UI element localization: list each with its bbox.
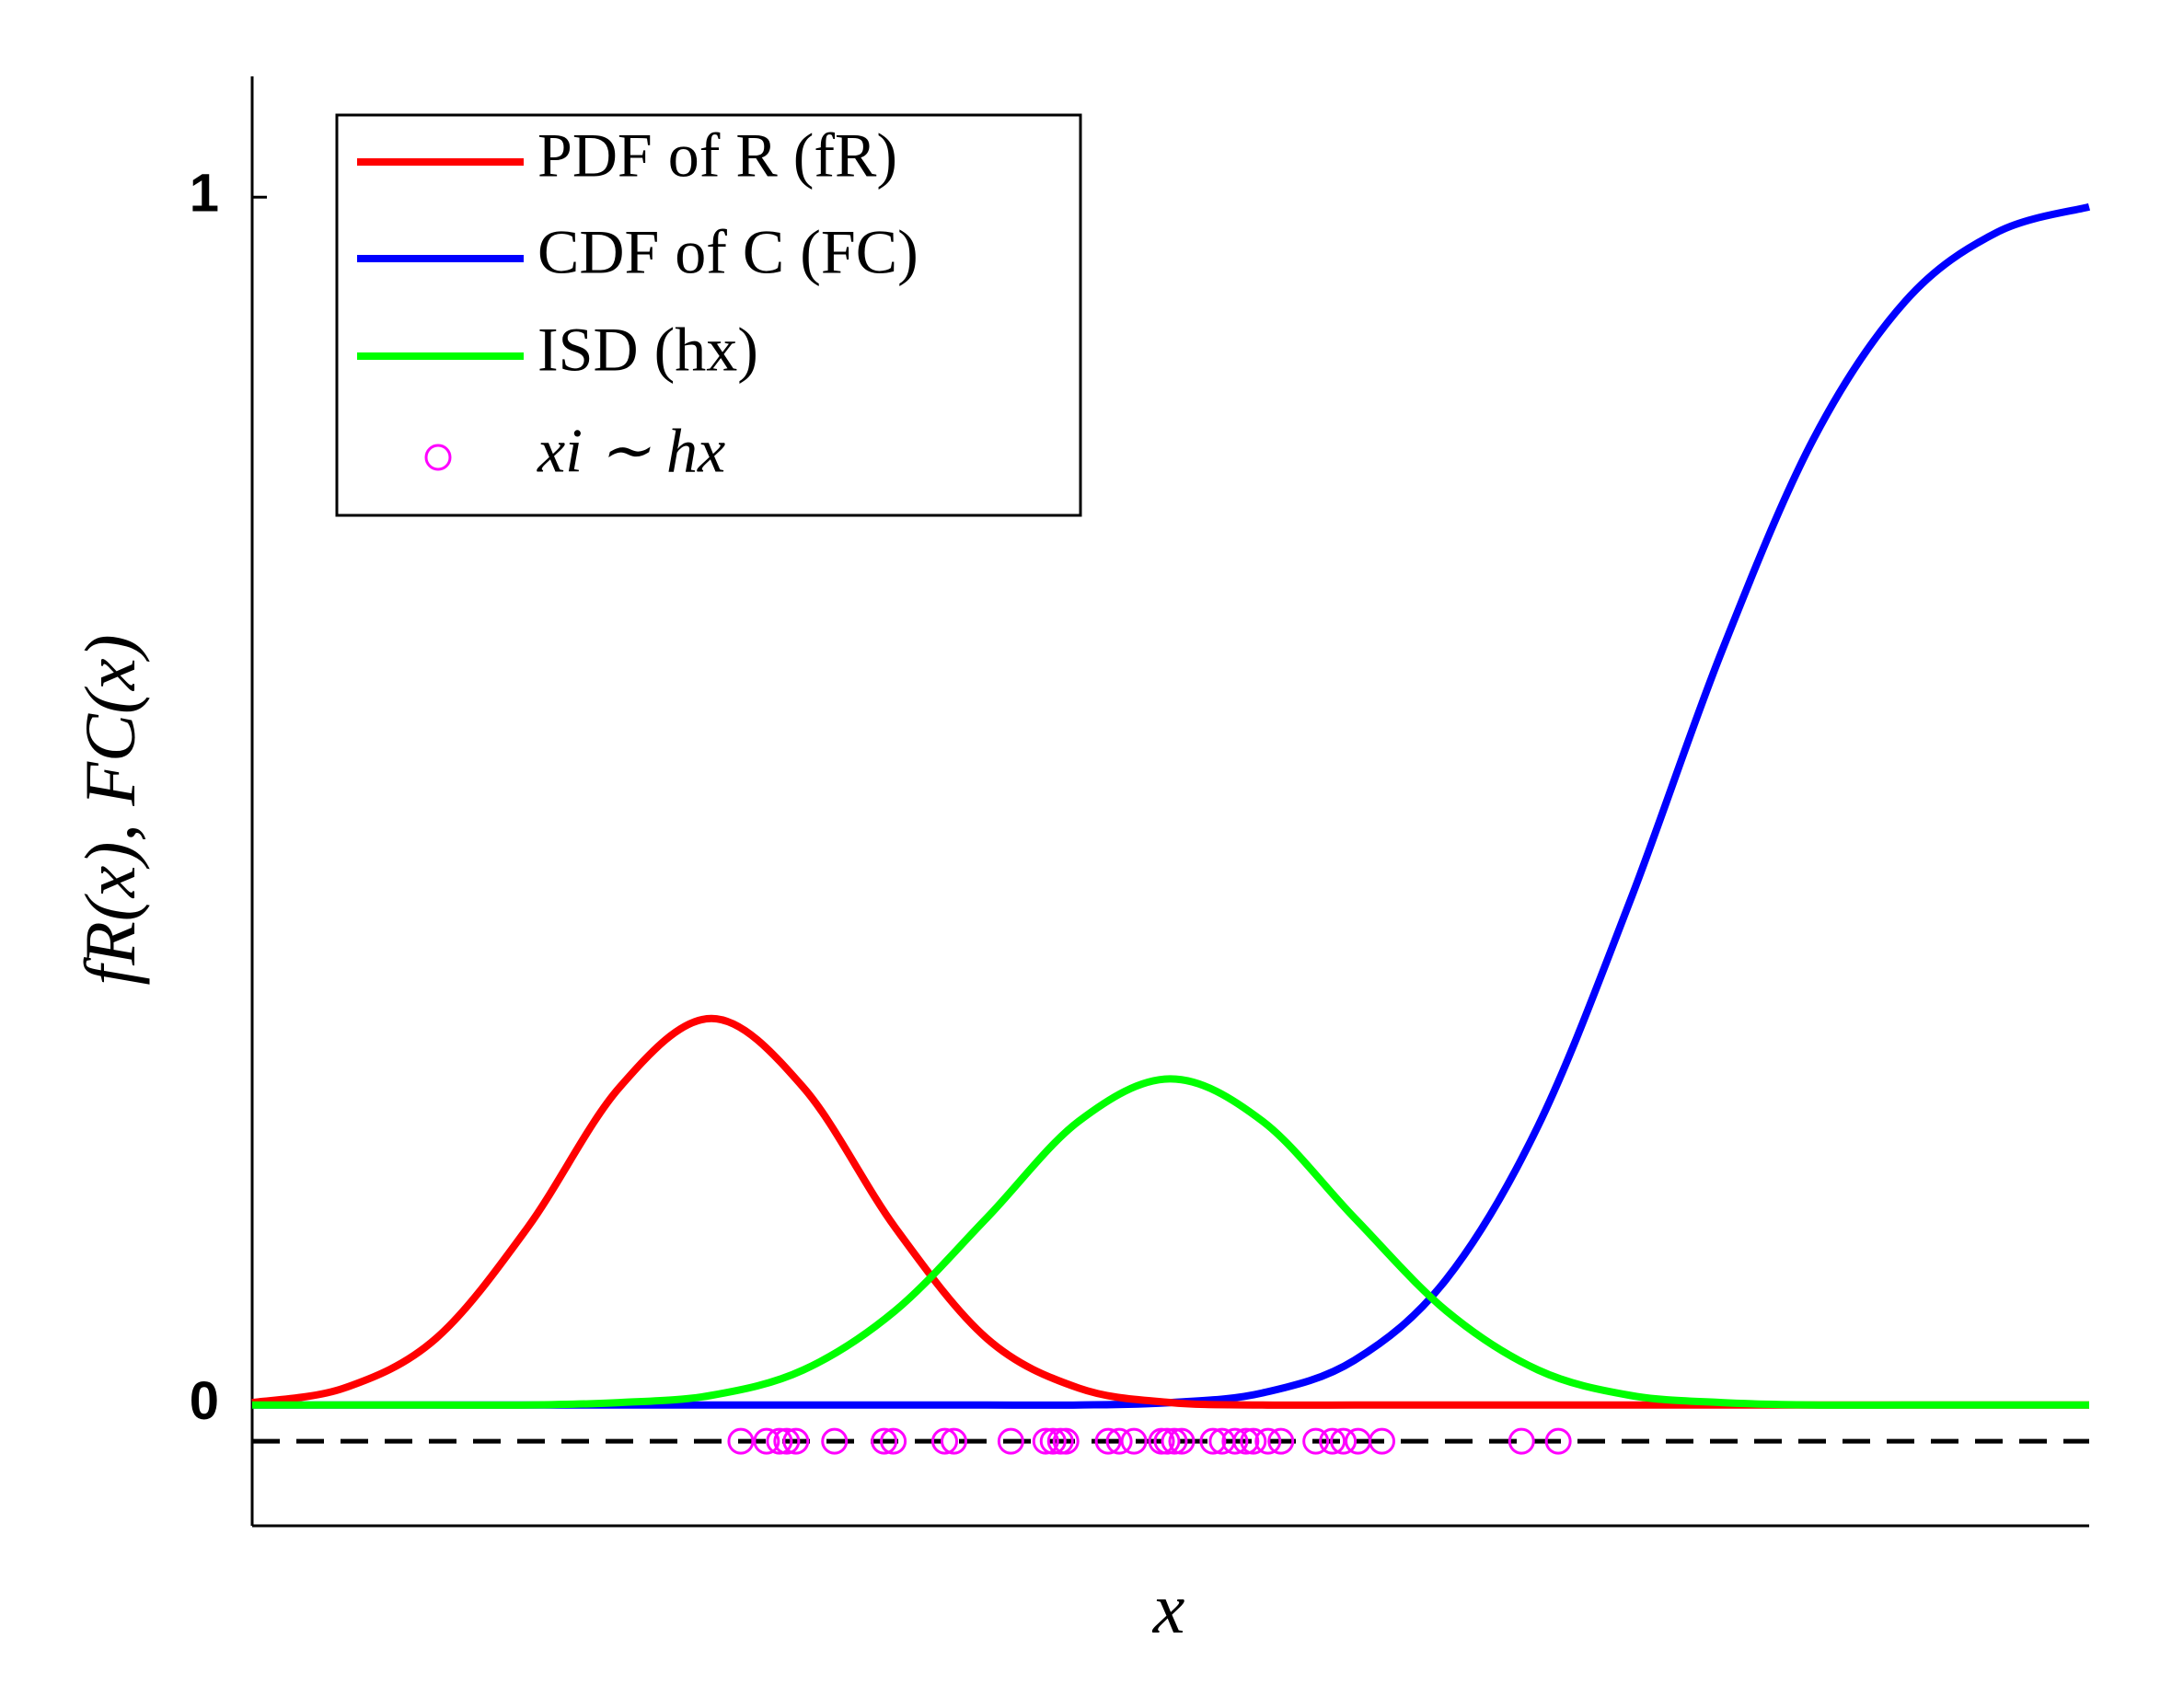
x-axis-label: x [1152,1568,1185,1648]
legend-marker [424,444,452,471]
scatter-point [1161,1427,1188,1455]
scatter-point [1153,1427,1181,1455]
legend-label: ISD (hx) [537,315,758,385]
scatter-point [880,1427,907,1455]
legend-label: CDF of C (FC) [537,217,918,287]
y-tick-label: 1 [190,164,219,224]
scatter-point [1508,1427,1535,1455]
scatter-point [821,1427,849,1455]
scatter-point [1199,1427,1227,1455]
scatter-point [1319,1427,1346,1455]
scatter-point [753,1427,780,1455]
line-series [251,1075,2089,1409]
scatter-point [1369,1427,1396,1455]
y-axis-label: fR(x), FC(x) [70,634,150,985]
scatter-point [1039,1427,1067,1455]
scatter-point [1221,1427,1249,1455]
scatter-point [727,1427,755,1455]
scatter-point [1267,1427,1295,1455]
scatter-point [1302,1427,1330,1455]
scatter-point [1544,1427,1572,1455]
scatter-point [1094,1427,1122,1455]
legend-label: PDF of R (fR) [537,121,897,190]
scatter-point [1168,1427,1196,1455]
scatter-point [766,1427,793,1455]
scatter-point [1052,1427,1080,1455]
scatter-point [940,1427,967,1455]
scatter-point [1240,1427,1267,1455]
y-tick-label: 0 [190,1371,219,1431]
scatter-point [773,1427,801,1455]
legend: PDF of R (fR) CDF of C (FC) ISD (hx) xi ∼ h… [335,113,1082,517]
scatter-point [1032,1427,1059,1455]
scatter-point [871,1427,898,1455]
scatter-point [930,1427,958,1455]
scatter-point [1105,1427,1133,1455]
legend-label: xi ∼ hx [537,416,725,486]
scatter-point [1254,1427,1282,1455]
legend-box [335,113,1082,517]
scatter-point [1232,1427,1260,1455]
scatter-point [1120,1427,1148,1455]
scatter-point [1330,1427,1358,1455]
scatter-point [997,1427,1024,1455]
scatter-point [782,1427,810,1455]
